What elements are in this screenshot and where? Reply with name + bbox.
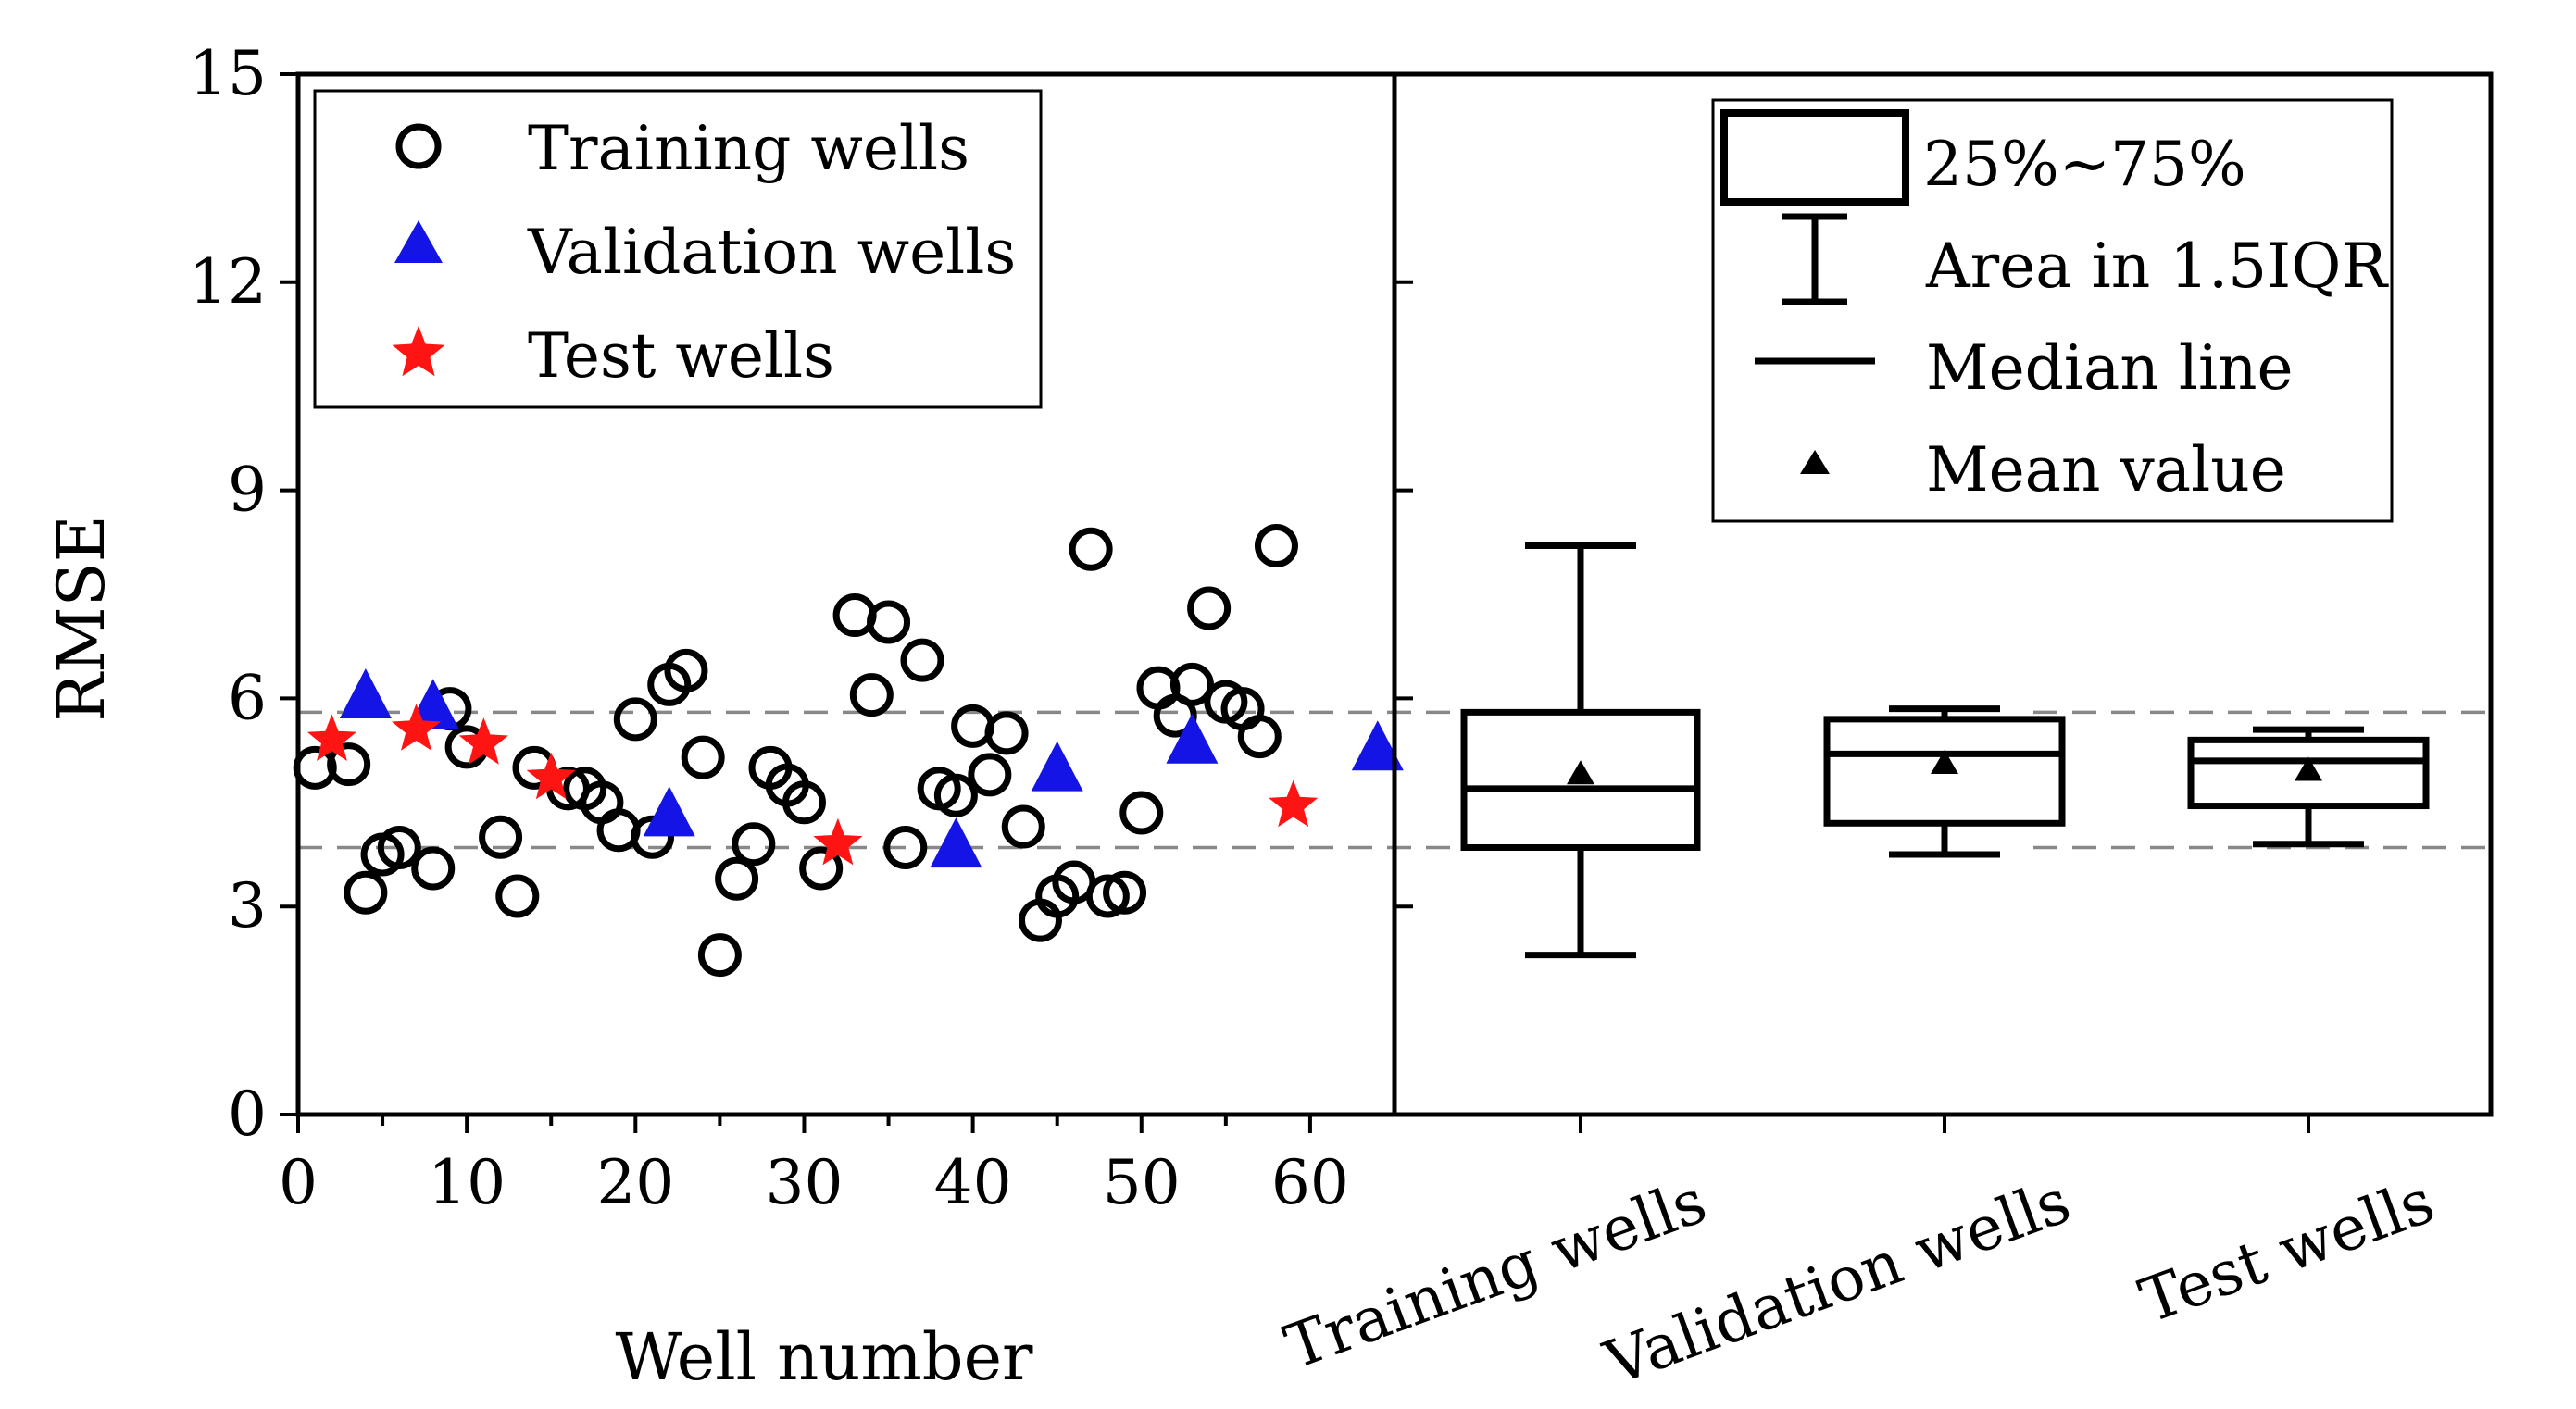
legend-mean-label: Mean value xyxy=(1926,434,2286,505)
validation-well-point xyxy=(1166,713,1219,764)
training-well-point xyxy=(732,822,776,867)
legend-box-symbol xyxy=(1720,109,1909,206)
training-well-point xyxy=(1103,870,1147,915)
x-tick-label: 60 xyxy=(1271,1147,1349,1218)
training-well-point xyxy=(1237,715,1282,759)
training-well-point xyxy=(968,753,1012,797)
training-well-point xyxy=(495,874,540,918)
legend-whisker-symbol xyxy=(1782,213,1847,305)
boxplots xyxy=(1460,542,2430,959)
y-axis-ticks: 0 3 6 9 12 15 xyxy=(189,38,1413,1150)
training-well-point xyxy=(782,780,826,825)
x-tick-label: 20 xyxy=(596,1147,674,1218)
training-well-point xyxy=(900,638,944,682)
legend-validation-label: Validation wells xyxy=(527,217,1016,288)
training-well-point xyxy=(377,826,421,870)
test-well-point xyxy=(813,817,863,866)
y-tick-label: 6 xyxy=(228,662,267,733)
training-well-point xyxy=(1085,874,1130,918)
x-tick-label: 50 xyxy=(1103,1147,1181,1218)
x-axis-ticks: 0 10 20 30 40 50 60 xyxy=(279,1115,1349,1218)
training-well-point xyxy=(344,870,388,915)
training-well-point xyxy=(327,742,371,787)
mean-marker xyxy=(2295,756,2322,781)
scatter-points xyxy=(293,524,1404,978)
test-well-point xyxy=(458,717,508,765)
legend-test-marker xyxy=(392,326,445,377)
test-well-point xyxy=(526,752,576,800)
validation-well-point xyxy=(643,786,695,837)
training-well-point xyxy=(681,735,725,779)
legend-mean-symbol xyxy=(1800,450,1830,474)
y-tick-label: 15 xyxy=(189,38,267,109)
training-well-point xyxy=(1001,804,1045,849)
validation-well-point xyxy=(1351,720,1404,771)
training-well-point xyxy=(631,815,675,859)
legend-whisker-label: Area in 1.5IQR xyxy=(1925,231,2389,302)
x-tick-label: 40 xyxy=(934,1147,1012,1218)
legend-iqr-label: 25%~75% xyxy=(1923,129,2246,200)
x-tick-label: 10 xyxy=(428,1147,506,1218)
training-well-point xyxy=(411,846,456,891)
training-well-point xyxy=(613,697,657,742)
y-tick-label: 9 xyxy=(228,455,267,526)
validation-well-point xyxy=(1031,741,1083,792)
training-well-point xyxy=(1119,791,1164,835)
box-category-label: Test wells xyxy=(2131,1166,2443,1338)
y-tick-label: 3 xyxy=(228,870,267,941)
x-tick-label: 30 xyxy=(765,1147,843,1218)
training-well-point xyxy=(479,815,523,859)
training-well-point xyxy=(1069,527,1113,571)
training-well-point xyxy=(715,856,759,901)
training-well-point xyxy=(933,773,978,817)
training-well-point xyxy=(664,648,708,692)
x-tick-label: 0 xyxy=(279,1147,318,1218)
y-tick-label: 12 xyxy=(189,246,267,318)
y-tick-label: 0 xyxy=(228,1079,267,1150)
legend-training-marker xyxy=(395,123,442,169)
scatter-panel: 0 3 6 9 12 15 0 10 20 30 40 50 60 RMSE Well number xyxy=(44,38,2491,1395)
training-well-point xyxy=(849,673,894,717)
validation-well-point xyxy=(339,668,392,718)
legend-median-label: Median line xyxy=(1926,332,2294,404)
test-well-point xyxy=(391,704,442,751)
legend-test-label: Test wells xyxy=(528,320,834,392)
legend-training-label: Training wells xyxy=(528,113,969,184)
legend-validation-marker xyxy=(394,220,443,263)
x-axis-title: Well number xyxy=(616,1319,1033,1395)
mean-marker xyxy=(1567,760,1594,785)
legend-boxplot: 25%~75% Area in 1.5IQR Median line Mean … xyxy=(1711,98,2394,523)
training-well-point xyxy=(799,846,844,891)
test-well-point xyxy=(306,714,357,761)
mean-marker xyxy=(1931,749,1958,774)
validation-well-point xyxy=(930,817,982,868)
legend-scatter: Training wells Validation wells Test wel… xyxy=(313,89,1043,409)
training-well-point xyxy=(697,933,742,978)
training-well-point xyxy=(1169,662,1214,706)
y-axis-title: RMSE xyxy=(44,515,119,721)
training-well-point xyxy=(1187,586,1232,630)
training-well-point xyxy=(1254,524,1298,568)
training-well-point xyxy=(867,600,911,644)
test-well-point xyxy=(1269,779,1319,828)
boxplot-x-ticks xyxy=(1579,1115,2310,1133)
training-well-point xyxy=(883,826,928,870)
training-well-point xyxy=(984,711,1029,755)
